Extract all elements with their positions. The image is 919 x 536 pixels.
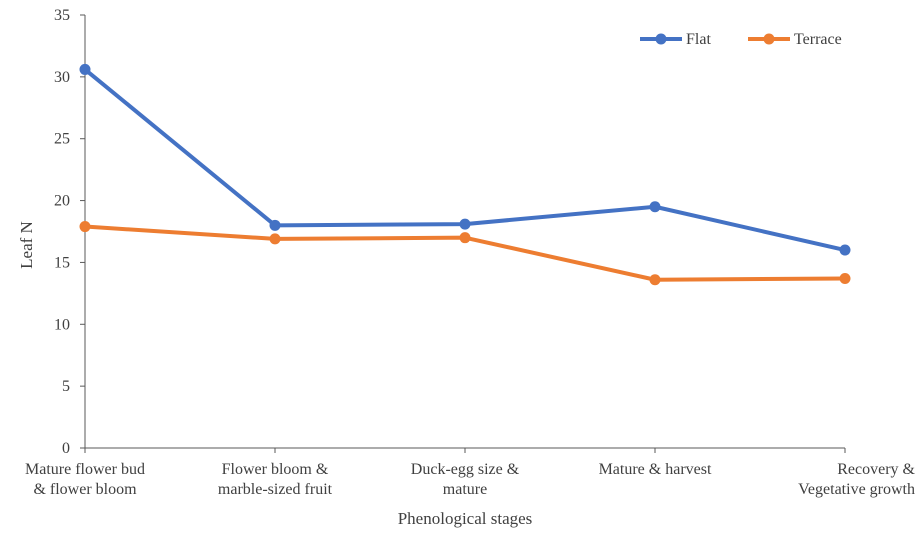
x-tick-label: Mature flower bud & flower bloom: [25, 461, 145, 498]
x-axis-title: Phenological stages: [398, 509, 533, 528]
data-point-terrace: [839, 273, 851, 285]
x-tick-label: Mature & harvest: [599, 461, 712, 478]
data-point-flat: [79, 63, 91, 75]
legend: Flat Terrace: [640, 31, 842, 48]
x-tick-label-line: Duck-egg size &: [411, 461, 520, 478]
data-point-flat: [269, 219, 281, 231]
x-tick-label-line: Recovery &: [837, 461, 915, 478]
legend-marker-terrace: [763, 33, 775, 45]
legend-label-flat: Flat: [686, 31, 711, 48]
legend-marker-flat: [655, 33, 667, 45]
data-point-flat: [649, 201, 661, 213]
x-tick-label-line: Mature & harvest: [599, 461, 712, 478]
x-tick-label-line: Vegetative growth: [798, 481, 915, 498]
x-tick-label: Flower bloom & marble-sized fruit: [218, 461, 333, 498]
x-tick-label: Recovery & Vegetative growth: [798, 461, 915, 498]
x-tick-label-line: & flower bloom: [33, 481, 137, 498]
y-tick-label: 35: [54, 7, 70, 24]
tick-labels: 0 5 10 15 20 25 30 35 Mature flower bud & flower …: [25, 7, 916, 498]
data-point-terrace: [649, 274, 661, 286]
y-tick-label: 5: [62, 378, 70, 395]
x-tick-label-line: Flower bloom &: [222, 461, 329, 478]
y-tick-label: 0: [62, 440, 70, 457]
y-tick-label: 30: [54, 69, 70, 86]
legend-label-terrace: Terrace: [794, 31, 842, 48]
x-tick-label: Duck-egg size & mature: [411, 461, 520, 498]
data-point-flat: [459, 218, 471, 230]
x-tick-label-line: marble-sized fruit: [218, 481, 333, 498]
series-lines: [79, 63, 851, 286]
data-point-flat: [839, 244, 851, 256]
data-point-terrace: [269, 233, 281, 245]
y-tick-label: 10: [54, 316, 70, 333]
y-tick-label: 20: [54, 193, 70, 210]
x-tick-label-line: mature: [443, 481, 487, 498]
x-tick-label-line: Mature flower bud: [25, 461, 145, 478]
y-tick-label: 15: [54, 254, 70, 271]
y-tick-label: 25: [54, 131, 70, 148]
data-point-terrace: [459, 232, 471, 244]
y-axis-title: Leaf N: [17, 221, 36, 269]
data-point-terrace: [79, 221, 91, 233]
